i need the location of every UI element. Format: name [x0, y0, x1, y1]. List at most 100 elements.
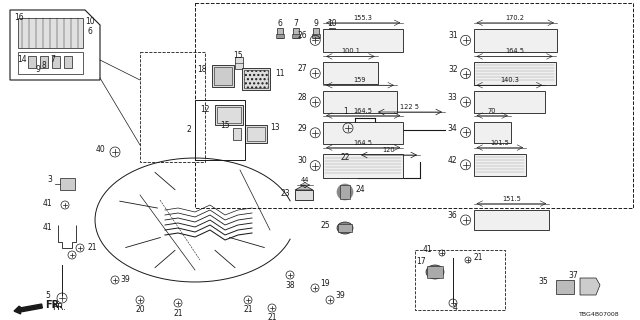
Bar — [215, 105, 243, 125]
Bar — [474, 154, 526, 176]
Text: 37: 37 — [568, 271, 578, 281]
Text: 6: 6 — [278, 19, 282, 28]
Bar — [474, 29, 557, 52]
Bar — [235, 57, 243, 69]
Text: 2: 2 — [186, 125, 191, 134]
Text: 17: 17 — [417, 258, 426, 267]
Text: 40: 40 — [95, 146, 105, 155]
Text: 44: 44 — [301, 177, 309, 183]
Text: 6: 6 — [88, 28, 92, 36]
Text: 25: 25 — [321, 221, 330, 230]
Bar — [64, 56, 72, 68]
Bar — [40, 56, 48, 68]
Bar — [292, 34, 300, 38]
Bar — [295, 190, 313, 200]
Bar — [340, 185, 350, 199]
Text: FR.: FR. — [17, 300, 63, 311]
Bar — [323, 154, 403, 178]
Bar — [140, 52, 205, 162]
Text: 22: 22 — [340, 154, 350, 163]
Bar — [247, 127, 265, 141]
Bar — [52, 56, 60, 68]
Text: 10: 10 — [327, 19, 337, 28]
Text: 21: 21 — [243, 306, 253, 315]
Text: 16: 16 — [14, 13, 24, 22]
Circle shape — [337, 184, 353, 200]
Text: 13: 13 — [270, 124, 280, 132]
Polygon shape — [295, 185, 313, 190]
Text: TBG4B07008: TBG4B07008 — [579, 313, 620, 317]
Text: 70: 70 — [488, 108, 497, 114]
Text: 41: 41 — [42, 223, 52, 233]
Bar — [323, 62, 378, 84]
Text: 7: 7 — [294, 19, 298, 28]
Bar — [323, 29, 403, 52]
Text: 100.1: 100.1 — [341, 48, 360, 54]
Text: 35: 35 — [538, 277, 548, 286]
Text: 12: 12 — [200, 106, 210, 115]
Bar — [18, 52, 83, 74]
Bar — [214, 67, 232, 85]
Text: 155.3: 155.3 — [354, 15, 372, 21]
Text: 26: 26 — [298, 31, 307, 40]
Text: 41: 41 — [422, 245, 432, 254]
Text: 5: 5 — [45, 291, 50, 300]
Text: 7: 7 — [51, 55, 56, 65]
Bar — [293, 28, 299, 38]
Text: 11: 11 — [275, 68, 285, 77]
Text: 14: 14 — [17, 55, 27, 65]
Text: 101.5: 101.5 — [490, 140, 509, 146]
Text: 21: 21 — [173, 308, 183, 317]
Bar — [474, 91, 545, 113]
Bar — [28, 56, 36, 68]
Bar — [474, 62, 556, 85]
Text: 39: 39 — [335, 292, 345, 300]
Bar — [323, 122, 403, 144]
Text: 30: 30 — [298, 156, 307, 165]
Text: 32: 32 — [448, 65, 458, 74]
Text: 8: 8 — [42, 60, 46, 69]
Bar — [277, 28, 283, 38]
Bar — [18, 18, 83, 48]
Text: 4: 4 — [452, 303, 458, 313]
Text: 20: 20 — [135, 306, 145, 315]
Bar — [242, 68, 270, 90]
Bar — [313, 28, 319, 38]
Text: 21: 21 — [88, 244, 97, 252]
Bar — [338, 224, 352, 232]
Text: 36: 36 — [448, 211, 458, 220]
Bar — [312, 34, 320, 38]
FancyArrow shape — [14, 304, 42, 314]
Bar — [276, 34, 284, 38]
Text: FR.: FR. — [52, 302, 66, 311]
Bar — [323, 91, 397, 113]
Bar — [415, 250, 505, 310]
Text: 164.5: 164.5 — [354, 108, 372, 114]
Text: 38: 38 — [285, 281, 295, 290]
Text: 164.5: 164.5 — [505, 48, 524, 54]
Text: 159: 159 — [354, 77, 366, 83]
Text: 10: 10 — [85, 18, 95, 27]
Ellipse shape — [426, 265, 444, 279]
Text: 170.2: 170.2 — [506, 15, 525, 21]
Text: 151.5: 151.5 — [502, 196, 521, 202]
Text: 9: 9 — [314, 19, 319, 28]
Text: 15: 15 — [220, 122, 230, 131]
Text: 21: 21 — [268, 314, 276, 320]
Bar — [556, 280, 574, 294]
Bar — [427, 266, 443, 278]
Bar — [195, 3, 633, 208]
Bar — [233, 128, 241, 140]
Text: 15: 15 — [233, 51, 243, 60]
Bar — [217, 107, 241, 123]
Text: 21: 21 — [474, 253, 483, 262]
Bar — [328, 34, 336, 38]
Text: 120: 120 — [383, 147, 396, 153]
Text: 23: 23 — [280, 189, 290, 198]
Bar — [60, 178, 75, 190]
Bar — [474, 122, 511, 143]
Bar — [195, 100, 245, 160]
Text: 3: 3 — [47, 175, 52, 185]
Text: 164.5: 164.5 — [354, 140, 372, 146]
Text: 33: 33 — [448, 93, 458, 102]
